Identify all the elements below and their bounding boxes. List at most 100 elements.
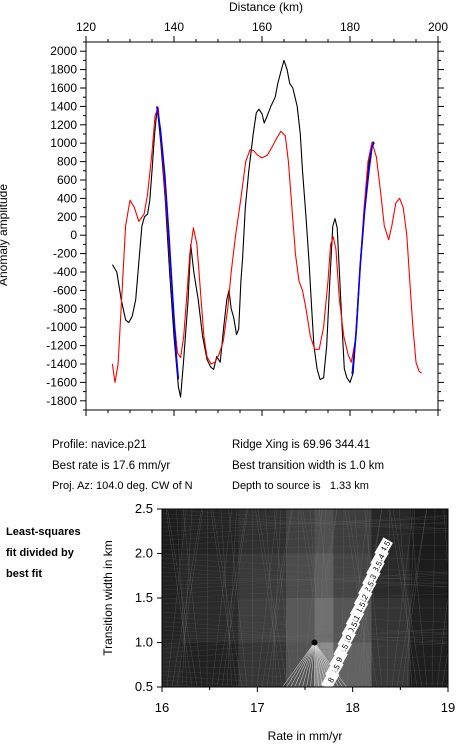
heatmap-contour-line [396, 509, 428, 687]
heatmap-contour-line [162, 509, 448, 530]
heatmap-contour-line [409, 509, 428, 687]
heatmap-contour-line [211, 509, 232, 687]
heatmap-contour-line [162, 553, 448, 560]
best-rate-text: Best rate is 17.6 mm/yr [52, 460, 170, 472]
heatmap-contour-line [298, 642, 315, 687]
heatmap-contour-line [162, 632, 448, 640]
heatmap-cell [285, 509, 315, 554]
heatmap-contour-line [314, 642, 343, 687]
heatmap-contour-line [296, 509, 299, 687]
heatmap-contour-line [171, 509, 202, 687]
heatmap-title-line3: best fit [6, 568, 42, 580]
heatmap-y-tick-label: 0.5 [135, 679, 153, 694]
heatmap-cell [409, 598, 448, 643]
heatmap-contour-line [162, 633, 448, 654]
heatmap-contour-line [220, 509, 233, 687]
y-tick-label: 800 [57, 155, 77, 169]
heatmap-contour-line [294, 642, 315, 687]
y-tick-label: -1000 [46, 320, 77, 334]
heatmap-contour-line [266, 509, 293, 687]
heatmap-contour-line [364, 509, 383, 687]
heatmap-contour-line [261, 509, 292, 687]
heatmap-contour-line [446, 678, 448, 687]
heatmap-contour-line [271, 509, 282, 687]
heatmap-contour-line [443, 509, 448, 570]
y-tick-label: 1400 [50, 99, 77, 113]
heatmap-cell [285, 553, 315, 598]
proj-az-text: Proj. Az: 104.0 deg. CW of N [52, 480, 193, 492]
heatmap-contour-line [162, 628, 448, 649]
contour-label: 8 [321, 669, 340, 687]
heatmap-cell [371, 598, 410, 643]
heatmap-contour-line [302, 509, 333, 687]
heatmap-cell [314, 509, 334, 554]
heatmap-contour-line [162, 571, 448, 588]
heatmap-x-tick-label: 17 [250, 700, 264, 715]
top-plot-frame [85, 41, 439, 411]
heatmap-contour-line [228, 509, 248, 687]
y-tick-label: 2000 [50, 44, 77, 58]
heatmap-contour-line [162, 521, 448, 541]
heatmap-contour-line [441, 650, 448, 687]
heatmap-cell [181, 642, 239, 687]
heatmap-contour-line [273, 509, 293, 687]
heatmap-contour-line [162, 545, 448, 550]
heatmap-cell [409, 509, 448, 554]
heatmap-contour-line [314, 642, 323, 687]
heatmap-contour-line [162, 558, 448, 573]
heatmap-contour-line [452, 509, 459, 687]
y-tick-label: 600 [57, 173, 77, 187]
heatmap-y-tick-label: 2.5 [135, 501, 153, 516]
heatmap-contour-line [165, 509, 193, 687]
heatmap-contour-line [286, 642, 315, 687]
y-tick-label: -600 [53, 283, 77, 297]
y-tick-label: -1200 [46, 339, 77, 353]
heatmap-contour-line [162, 630, 448, 643]
heatmap-contour-line [181, 509, 193, 687]
heatmap-contour-line [162, 582, 448, 600]
heatmap-contour-line [398, 509, 413, 687]
heatmap-contour-line [206, 509, 208, 687]
ridge-xing-text: Ridge Xing is 69.96 344.41 [232, 439, 370, 451]
heatmap-contour-line [162, 571, 448, 591]
misfit-heatmap-chart: Least-squares fit divided by best fit 14… [6, 501, 459, 743]
heatmap-cell [238, 509, 286, 554]
heatmap-cell [314, 553, 334, 598]
y-tick-label: 1200 [50, 118, 77, 132]
top-x-tick-label: 200 [428, 20, 448, 34]
top-x-axis-label: Distance (km) [229, 0, 303, 14]
heatmap-contour-line [162, 612, 448, 623]
heatmap-contour-line [306, 642, 315, 687]
heatmap-contour-line [162, 577, 448, 582]
y-tick-label: 1800 [50, 63, 77, 77]
heatmap-contour-line [290, 642, 315, 687]
heatmap-contour-line [314, 642, 319, 687]
y-tick-label: 0 [70, 228, 77, 242]
heatmap-cell [409, 642, 448, 687]
y-tick-label: -200 [53, 247, 77, 261]
profile-text: Profile: navice.p21 [52, 439, 147, 451]
top-x-tick-label: 140 [164, 20, 184, 34]
heatmap-contour-line [162, 625, 448, 645]
y-tick-label: -400 [53, 265, 77, 279]
heatmap-contour-line [162, 628, 448, 645]
heatmap-contour-line [162, 616, 448, 635]
heatmap-contour-line [392, 509, 423, 687]
heatmap-x-tick-label: 19 [441, 700, 455, 715]
heatmap-contour-line [391, 509, 414, 687]
heatmap-title-line1: Least-squares [6, 526, 81, 538]
heatmap-cell [162, 553, 182, 598]
best-transition-text: Best transition width is 1.0 km [232, 460, 384, 472]
y-tick-label: -800 [53, 302, 77, 316]
heatmap-cell [162, 642, 182, 687]
y-tick-label: 1000 [50, 136, 77, 150]
bottom-x-axis-label: Rate in mm/yr [268, 729, 343, 743]
heatmap-contour-line [310, 642, 315, 687]
heatmap-cell [238, 598, 286, 643]
heatmap-cell [409, 553, 448, 598]
top-x-tick-label: 120 [76, 20, 96, 34]
heatmap-contour-line [282, 642, 315, 687]
observed-anomaly-line [111, 59, 374, 398]
contour-label-bg [321, 669, 340, 687]
heatmap-contour-line [257, 509, 288, 687]
